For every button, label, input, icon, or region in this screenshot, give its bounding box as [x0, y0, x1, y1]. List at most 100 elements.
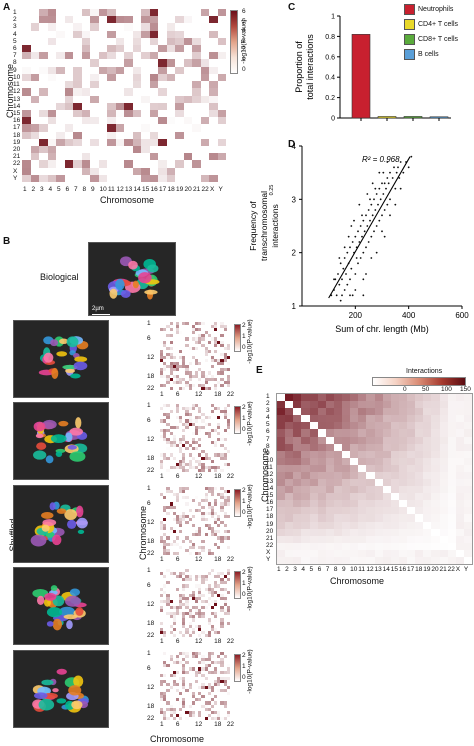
- shuffled-heatmap-cell: [166, 355, 170, 360]
- shuffled-heatmap-y-tick: 1: [147, 402, 151, 409]
- shuffled-heatmap-cell: [220, 416, 224, 420]
- shuffled-heatmap-cell: [226, 322, 230, 326]
- heatmap-e-cell: [309, 401, 318, 409]
- heatmap-e-cell: [358, 549, 367, 557]
- heatmap-a-cell: [39, 95, 48, 103]
- heatmap-e-cell: [463, 429, 472, 437]
- shuffled-heatmap-cell: [223, 374, 227, 378]
- heatmap-a-cell: [132, 167, 141, 175]
- shuffled-heatmap-cell: [201, 355, 205, 360]
- shuffled-heatmap-cell: [188, 508, 192, 512]
- heatmap-a-cell: [107, 153, 116, 161]
- shuffled-heatmap-cell: [223, 707, 227, 711]
- shuffled-heatmap-cell: [201, 374, 205, 378]
- shuffled-heatmap-cell: [191, 413, 195, 417]
- scatter-d-point: [350, 267, 353, 270]
- heatmap-e-cell: [301, 457, 310, 465]
- shuffled-heatmap-cell: [195, 511, 199, 515]
- shuffled-heatmap-cell: [182, 359, 186, 363]
- shuffled-heatmap-cell: [220, 670, 224, 674]
- shuffled-heatmap-cell: [175, 468, 180, 472]
- shuffled-heatmap-cell: [195, 368, 199, 372]
- shuffled-heatmap-cell: [169, 352, 173, 356]
- heatmap-a-cell: [217, 138, 226, 146]
- heatmap-e-cell: [366, 528, 375, 536]
- heatmap-a-cell: [209, 66, 218, 74]
- shuffled-heatmap-cell: [191, 539, 195, 543]
- shuffled-heatmap-cell: [226, 340, 230, 344]
- heatmap-a-x-tick: X: [210, 186, 215, 193]
- shuffled-heatmap-cell: [191, 542, 195, 546]
- shuffled-heatmap-cell: [223, 599, 227, 603]
- shuffled-heatmap-cell: [195, 685, 199, 690]
- heatmap-e-cell: [285, 493, 294, 501]
- shuffled-heatmap-cell: [195, 658, 199, 662]
- scatter-d-point: [375, 251, 378, 254]
- chromosome-territory: [58, 420, 69, 427]
- shuffled-heatmap-cell: [217, 621, 221, 625]
- scatter-d-point: [399, 187, 402, 190]
- shuffled-heatmap-cell: [188, 362, 192, 366]
- shuffled-heatmap-cell: [166, 612, 170, 616]
- shuffled-heatmap-cell: [214, 380, 218, 384]
- shuffled-heatmap-cell: [204, 682, 208, 686]
- shuffled-heatmap-cell: [169, 581, 173, 585]
- shuffled-heatmap-cell: [214, 441, 218, 445]
- shuffled-heatmap-cell: [191, 716, 195, 720]
- scatter-d-point: [381, 214, 383, 217]
- heatmap-a-colorbar-tick: 2: [242, 46, 246, 54]
- heatmap-e-cell: [447, 464, 456, 472]
- shuffled-heatmap-cell: [175, 667, 180, 671]
- shuffled-heatmap-cell: [163, 508, 167, 512]
- shuffled-heatmap-x-tick: 22: [226, 638, 235, 645]
- heatmap-a-cell: [200, 73, 209, 82]
- shuffled-heatmap-cell: [182, 496, 186, 500]
- heatmap-a-cell: [98, 102, 107, 110]
- heatmap-a-cell: [217, 23, 226, 31]
- heatmap-e-cell: [382, 436, 391, 444]
- heatmap-e-cell: [293, 443, 302, 451]
- heatmap-a-cell: [209, 9, 218, 17]
- shuffled-heatmap-cell: [169, 416, 173, 420]
- shuffled-heatmap-cell: [182, 462, 186, 466]
- shuffled-heatmap-cell: [191, 664, 195, 668]
- heatmap-a-cell: [149, 153, 158, 161]
- shuffled-heatmap-cell: [191, 419, 195, 423]
- shuffled-heatmap-cell: [179, 633, 183, 637]
- shuffled-heatmap-cell: [201, 599, 205, 603]
- chromosome-territory: [66, 620, 73, 630]
- shuffled-heatmap-cell: [226, 679, 230, 683]
- shuffled-heatmap-cell: [163, 337, 167, 341]
- heatmap-e-cell: [382, 486, 391, 494]
- heatmap-e-cell: [431, 408, 440, 416]
- shuffled-heatmap-cell: [160, 343, 164, 347]
- shuffled-heatmap-cell: [220, 664, 224, 668]
- heatmap-a-cell: [158, 102, 167, 110]
- heatmap-e-cell: [333, 443, 342, 451]
- shuffled-heatmap-cell: [214, 404, 218, 408]
- shuffled-heatmap-cell: [220, 551, 224, 555]
- heatmap-e-cell: [277, 408, 286, 416]
- shuffled-heatmap-cell: [201, 368, 205, 372]
- heatmap-e-cell: [358, 408, 367, 416]
- shuffled-heatmap-cell: [214, 322, 218, 326]
- shuffled-heatmap-cell: [217, 386, 221, 390]
- heatmap-a-cell: [30, 45, 39, 53]
- shuffled-heatmap-cell: [220, 578, 224, 582]
- shuffled-heatmap-cell: [220, 493, 224, 497]
- shuffled-heatmap-cell: [172, 413, 176, 417]
- scatter-d-point: [394, 203, 397, 206]
- heatmap-a-cell: [124, 138, 133, 146]
- shuffled-heatmap-cell: [163, 618, 167, 622]
- heatmap-e-cell: [309, 514, 318, 522]
- shuffled-heatmap-cell: [201, 505, 205, 509]
- heatmap-e-cell: [285, 521, 294, 529]
- shuffled-heatmap-cell: [166, 410, 170, 414]
- shuffled-heatmap-cell: [166, 520, 170, 525]
- heatmap-e-cell: [333, 450, 342, 458]
- heatmap-e-cell: [431, 394, 440, 402]
- heatmap-e-cell: [447, 457, 456, 465]
- shuffled-heatmap-cell: [185, 340, 189, 344]
- shuffled-heatmap-cell: [179, 689, 183, 693]
- shuffled-heatmap-cell: [179, 545, 183, 549]
